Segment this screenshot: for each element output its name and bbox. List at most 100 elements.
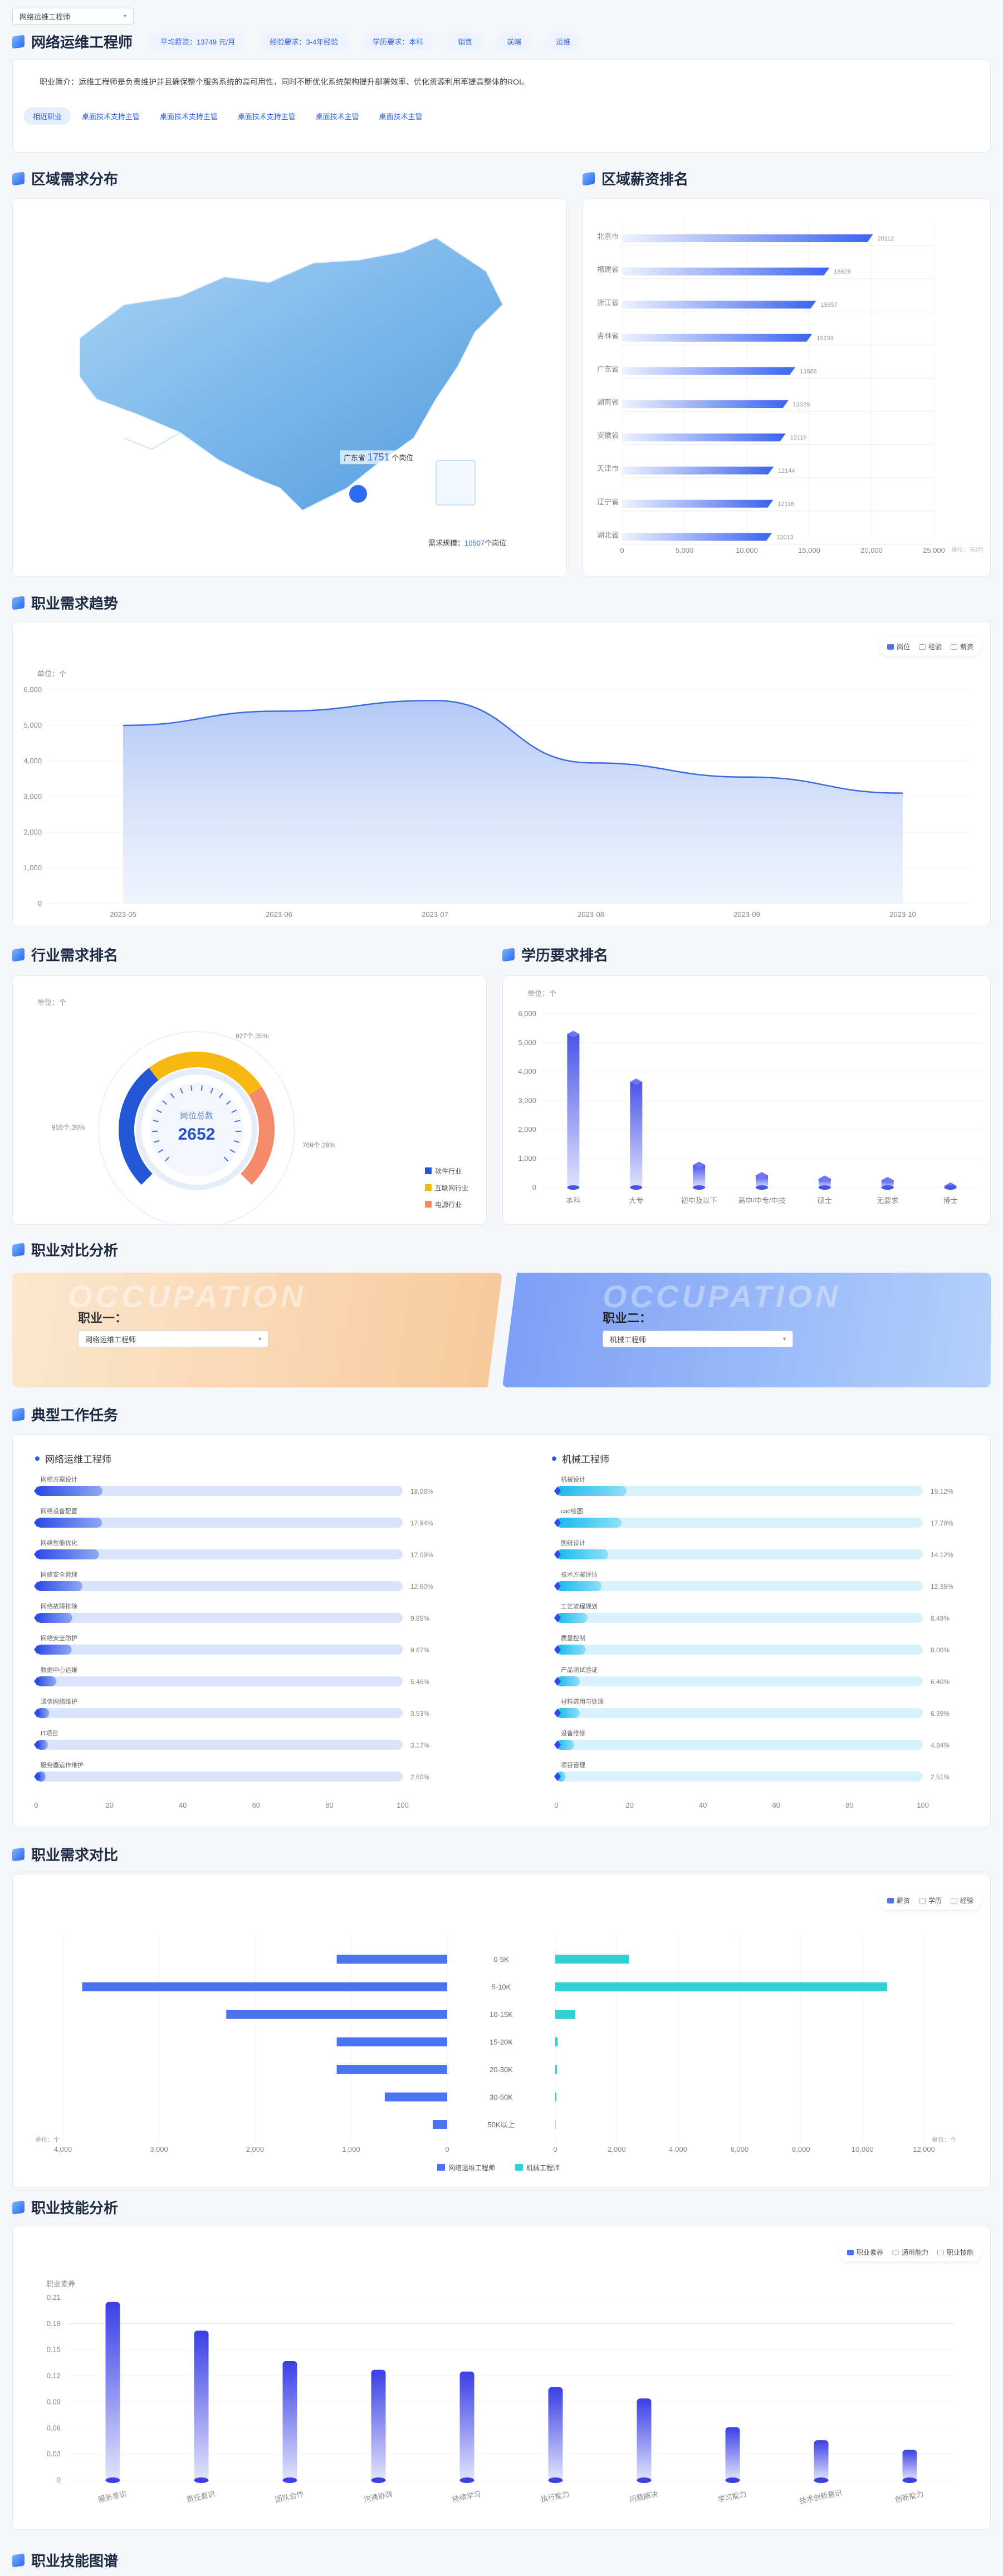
section-icon <box>12 1242 25 1257</box>
industry-tick <box>170 1093 175 1098</box>
trend-title-text: 职业需求趋势 <box>31 595 119 612</box>
task-bar <box>36 1581 82 1591</box>
salary-bar <box>622 400 789 408</box>
demand-bar-left <box>336 1955 447 1964</box>
task-value: 2.51% <box>931 1773 950 1781</box>
skills-category-label: 执行能力 <box>540 2490 570 2504</box>
task-label: 图纸设计 <box>561 1539 585 1547</box>
job2-select[interactable]: 机械工程师 ▾ <box>603 1331 793 1347</box>
compare-right-panel: OCCUPATION 职业二： 机械工程师 ▾ <box>502 1273 991 1387</box>
job2-label: 职业二： <box>603 1311 652 1325</box>
skills-bar-base <box>637 2477 652 2483</box>
education-card: 单位：个 0 1,000 2,000 3,000 4,000 5,000 6,000 本科 大专… <box>502 975 991 1225</box>
task-value: 12.35% <box>931 1583 953 1591</box>
task-track <box>556 1486 923 1496</box>
task-bar <box>556 1486 627 1496</box>
demand-category-label: 0-5K <box>493 1955 509 1964</box>
edu-category-label: 高中/中专/中技 <box>738 1196 785 1205</box>
tag-ops[interactable]: 运维 <box>546 33 581 50</box>
intro-card: 职业简介：运维工程师是负责维护并且确保整个服务系统的高可用性，同时不断优化系统架… <box>12 59 991 153</box>
tag-sales[interactable]: 销售 <box>448 33 483 50</box>
task-xtick: 60 <box>252 1801 260 1809</box>
task-bar <box>36 1518 102 1528</box>
task-track <box>556 1581 923 1591</box>
chevron-down-icon: ▾ <box>123 13 126 19</box>
china-map[interactable] <box>13 199 567 577</box>
legend-salary[interactable]: 薪资 <box>887 1896 910 1905</box>
edu-bar-base <box>944 1185 957 1190</box>
skills-category-label: 问题解决 <box>629 2490 659 2504</box>
legend-professionalism[interactable]: 职业素养 <box>847 2248 883 2257</box>
task-bar <box>556 1740 574 1750</box>
task-track <box>556 1613 923 1623</box>
task-label: cad绘图 <box>561 1507 583 1515</box>
industry-section-title: 行业需求排名 <box>12 944 118 965</box>
chip-job-3[interactable]: 桌面技术支持主管 <box>237 112 296 121</box>
skills-bar <box>548 2387 563 2480</box>
salary-category-label: 福建省 <box>597 266 619 274</box>
edu-ytick: 5,000 <box>518 1038 536 1047</box>
industry-slice <box>149 1052 262 1096</box>
demand-bar-right <box>555 1955 629 1964</box>
chip-job-4[interactable]: 桌面技术主管 <box>315 112 359 121</box>
legend-experience[interactable]: 经验 <box>950 1896 973 1905</box>
demand-value: 10507 <box>464 539 485 547</box>
task-track <box>556 1518 923 1528</box>
task-marker <box>34 1645 41 1654</box>
salary-bar <box>622 267 830 276</box>
legend-experience[interactable]: 经验 <box>918 642 942 651</box>
demand-unit-right: 单位：个 <box>932 2136 956 2143</box>
industry-tick <box>218 1093 223 1098</box>
task-value: 9.67% <box>410 1646 429 1654</box>
chip-job-5[interactable]: 桌面技术主管 <box>379 112 423 121</box>
job1-select[interactable]: 网络运维工程师 ▾ <box>78 1331 268 1347</box>
trend-xtick: 2023-05 <box>110 910 136 919</box>
tag-frontend[interactable]: 前端 <box>497 33 532 50</box>
edu-ytick: 1,000 <box>518 1154 536 1162</box>
skills-category-label: 持续学习 <box>452 2490 482 2504</box>
task-marker <box>34 1582 41 1591</box>
trend-ytick: 5,000 <box>23 721 42 729</box>
industry-tick <box>162 1100 168 1105</box>
chip-related[interactable]: 相近职业 <box>24 107 71 125</box>
task-bar <box>36 1676 56 1686</box>
legend-education[interactable]: 学历 <box>918 1896 942 1905</box>
task-track <box>556 1740 923 1750</box>
industry-tick <box>156 1109 162 1113</box>
task-bar <box>36 1645 72 1655</box>
edu-bar-cap <box>567 1031 580 1038</box>
legend-positions[interactable]: 岗位 <box>887 642 910 651</box>
edu-category-label: 无要求 <box>877 1196 898 1205</box>
skills-category-label: 服务意识 <box>97 2490 128 2504</box>
edu-bar-base <box>756 1185 768 1190</box>
chip-job-1[interactable]: 桌面技术支持主管 <box>81 112 140 121</box>
salary-value-label: 13888 <box>800 368 817 375</box>
region-card: 广东省 1751 个岗位 需求规模：10507个岗位 <box>12 198 567 577</box>
task-marker <box>34 1740 41 1749</box>
skills-section-title: 职业技能分析 <box>12 2197 118 2217</box>
demand-bar-left <box>384 2092 447 2102</box>
job1-select-value: 网络运维工程师 <box>85 1335 136 1344</box>
edu-category-label: 大专 <box>629 1196 643 1205</box>
section-icon <box>12 1847 25 1862</box>
skills-ytick: 0.06 <box>47 2423 61 2432</box>
chip-job-2[interactable]: 桌面技术支持主管 <box>159 112 218 121</box>
salary-xtick: 15,000 <box>798 546 820 555</box>
tooltip-unit: 个岗位 <box>392 454 414 462</box>
demand-right-xtick: 8,000 <box>792 2145 810 2153</box>
salary-title-text: 区域薪资排名 <box>601 171 689 188</box>
task-value: 5.46% <box>410 1678 429 1686</box>
task-value: 9.85% <box>410 1615 429 1622</box>
section-icon <box>12 947 25 962</box>
task-marker <box>34 1550 41 1559</box>
legend-salary[interactable]: 薪资 <box>950 642 973 651</box>
job-select[interactable]: 网络运维工程师 ▾ <box>12 8 134 24</box>
task-marker <box>554 1486 561 1495</box>
tooltip-value: 1751 <box>367 452 390 463</box>
skills-bar-base <box>459 2477 474 2483</box>
legend-general-ability[interactable]: 通用能力 <box>892 2248 928 2257</box>
task-track <box>36 1645 403 1655</box>
task-xtick: 20 <box>105 1801 113 1809</box>
legend-skills[interactable]: 职业技能 <box>937 2248 973 2257</box>
